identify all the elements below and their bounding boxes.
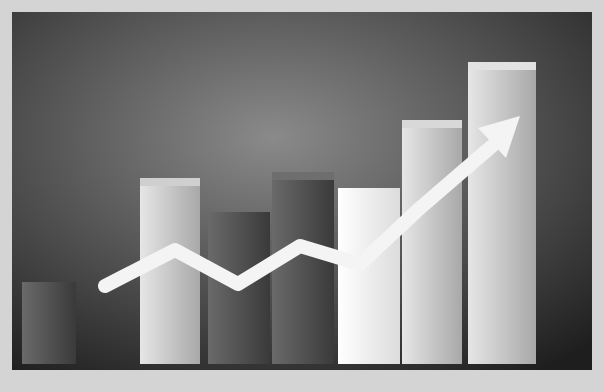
bar bbox=[22, 282, 76, 364]
bar bbox=[338, 188, 400, 364]
arrow-head bbox=[478, 116, 520, 158]
bar bbox=[272, 176, 334, 364]
bar bbox=[140, 182, 200, 364]
bar-top bbox=[272, 172, 334, 180]
bar-top bbox=[468, 62, 536, 70]
bar bbox=[402, 124, 462, 364]
arrow-line bbox=[98, 139, 499, 293]
trend-arrow bbox=[98, 116, 520, 293]
bar-top bbox=[140, 178, 200, 186]
bar bbox=[468, 66, 536, 364]
bar-top bbox=[402, 120, 462, 128]
